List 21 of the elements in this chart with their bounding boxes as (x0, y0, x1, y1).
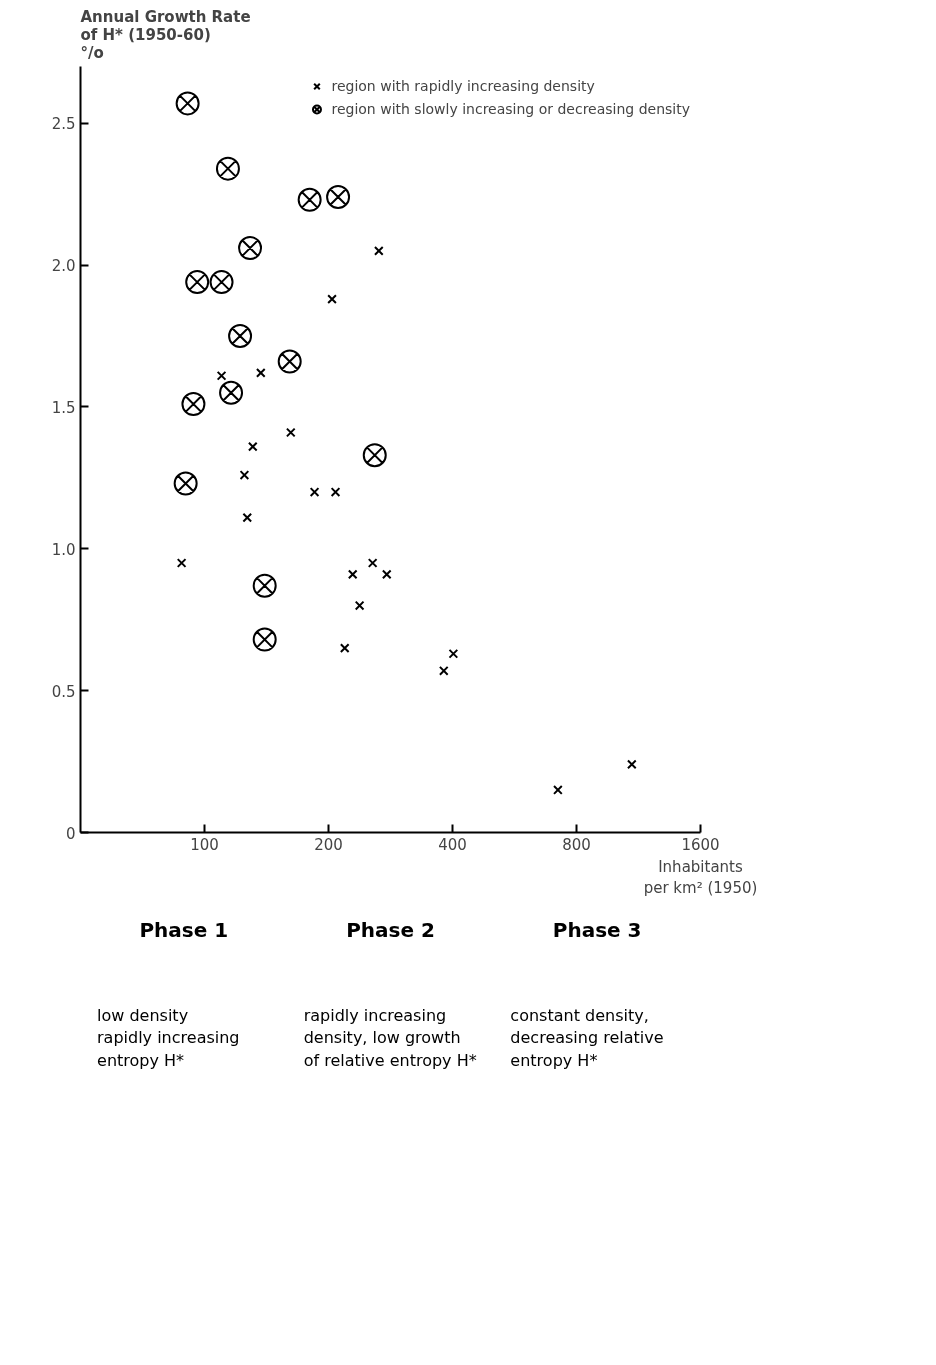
x-tick-label: 200 (314, 835, 343, 854)
legend-label: region with slowly increasing or decreasing density (331, 101, 690, 117)
text: low density rapidly increasing entropy H* (97, 1005, 240, 1071)
y-tick-label: 0 (65, 824, 76, 843)
x-tick-label: 100 (190, 835, 219, 854)
x-tick-label: 800 (562, 835, 591, 854)
text: Phase 3 (552, 918, 642, 942)
y-tick-label: 1.0 (51, 540, 76, 559)
x-tick-label: 1600 (681, 835, 720, 854)
text: constant density, decreasing relative entropy H* (510, 1005, 664, 1071)
x-tick-label: 400 (438, 835, 467, 854)
y-axis-title: Annual Growth Rate of H* (1950-60) °/o (80, 7, 251, 62)
y-tick-label: 2.5 (51, 115, 76, 134)
y-tick-label: 0.5 (51, 682, 76, 701)
x-axis-title: Inhabitants per km² (1950) (643, 857, 758, 898)
text: Phase 1 (139, 918, 229, 942)
text: Phase 2 (346, 918, 435, 942)
y-tick-label: 2.0 (51, 257, 76, 276)
legend-label: region with rapidly increasing density (331, 78, 595, 94)
text: rapidly increasing density, low growth of relative entropy H* (303, 1005, 477, 1071)
y-tick-label: 1.5 (51, 398, 76, 417)
